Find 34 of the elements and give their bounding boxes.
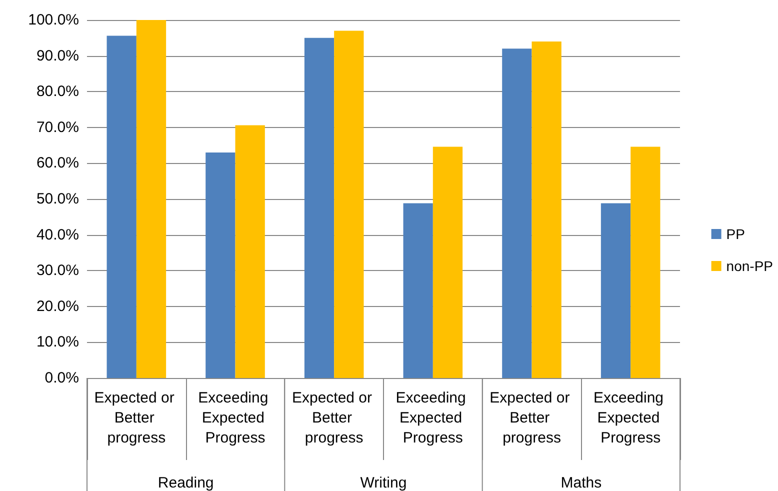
bar [630,146,660,378]
x-tick-label: Expected or Better progress [292,390,376,446]
y-tick-label: 80.0% [36,83,79,100]
bar [206,152,236,378]
y-tick-label: 10.0% [36,334,79,351]
bar [106,36,136,378]
bar [403,203,433,378]
y-tick-label: 60.0% [36,154,79,172]
bar [235,125,265,378]
y-tick-label: 40.0% [36,226,79,244]
bar [334,30,364,378]
text: Reading [158,474,214,491]
y-tick-label: 0.0% [44,370,79,386]
y-tick-label: 70.0% [36,118,79,136]
x-tick-label: Exceeding Expected Progress [396,390,470,446]
y-tick-label: 30.0% [36,262,79,280]
legend-label: PP [726,226,745,242]
bar [136,20,166,378]
y-tick-label: 20.0% [36,298,79,315]
text: Writing [360,474,407,491]
bar [532,41,562,378]
x-tick-label: Expected or Better progress [94,390,179,446]
x-tick-label: Exceeding Expected Progress [198,390,272,446]
x-tick-label: Expected or Better progress [490,390,574,446]
y-tick-label: 100.0% [28,12,79,28]
legend-label: non-PP [726,258,774,274]
bar [600,203,631,378]
bar [502,48,532,378]
y-tick-label: 50.0% [36,190,79,208]
x-tick-label: Exceeding Expected Progress [593,390,668,446]
text: Maths [560,474,602,491]
bar [432,146,463,378]
y-tick-label: 90.0% [36,47,79,64]
bar [304,38,334,378]
